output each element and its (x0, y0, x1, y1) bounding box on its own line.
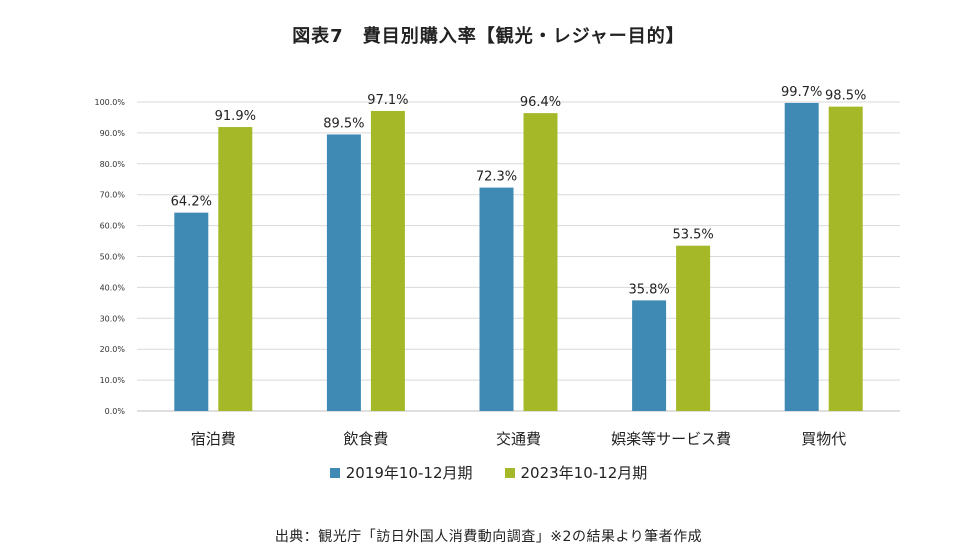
bar (632, 300, 667, 411)
data-label: 53.5% (672, 228, 713, 243)
y-tick-label: 0.0% (105, 407, 126, 416)
data-label: 91.9% (215, 109, 256, 124)
x-axis-categories: 宿泊費 飲食費 交通費 娯楽等サービス費 買物代 (191, 430, 846, 448)
y-tick-label: 60.0% (100, 222, 126, 231)
y-tick-label: 100.0% (94, 98, 125, 107)
data-label: 98.5% (825, 89, 866, 104)
data-label: 35.8% (628, 282, 669, 297)
legend-swatch-2019 (329, 467, 340, 478)
bar (370, 110, 405, 411)
y-tick-label: 30.0% (100, 314, 126, 323)
data-label: 72.3% (476, 170, 517, 185)
source-note: 出典：観光庁「訪日外国人消費動向調査」※2の結果より筆者作成 (274, 529, 703, 545)
data-label: 89.5% (323, 116, 364, 131)
y-tick-label: 20.0% (100, 345, 126, 354)
y-tick-label: 10.0% (100, 376, 126, 385)
y-axis-ticks: 0.0% 10.0% 20.0% 30.0% 40.0% 50.0% 60.0% 70.0% 8… (94, 98, 125, 416)
bar (676, 245, 711, 411)
bar (828, 106, 863, 411)
x-category-label: 交通費 (496, 430, 541, 448)
bar (784, 102, 819, 411)
data-label: 64.2% (171, 195, 212, 210)
legend-label-2019: 2019年10-12月期 (345, 464, 473, 482)
bar (479, 187, 514, 411)
bar (218, 127, 253, 412)
bars (174, 102, 863, 412)
y-tick-label: 70.0% (100, 191, 126, 200)
y-tick-label: 90.0% (100, 129, 126, 138)
x-category-label: 買物代 (801, 430, 846, 448)
y-tick-label: 40.0% (100, 283, 126, 292)
legend-label-2023: 2023年10-12月期 (520, 464, 648, 482)
x-category-label: 娯楽等サービス費 (611, 430, 731, 448)
y-tick-label: 50.0% (100, 253, 126, 262)
legend-item-2023: 2023年10-12月期 (504, 462, 648, 483)
x-category-label: 飲食費 (343, 430, 388, 448)
bar (326, 134, 361, 411)
legend-item-2019: 2019年10-12月期 (329, 462, 473, 483)
gridlines (137, 101, 900, 412)
y-tick-label: 80.0% (100, 160, 126, 169)
bar (174, 212, 209, 411)
legend: 2019年10-12月期 2023年10-12月期 (0, 462, 977, 483)
data-label: 99.7% (781, 85, 822, 100)
data-labels: 64.2% 91.9% 89.5%97.1% 72.3% 96.4% 35.8% 53.5%… (171, 85, 867, 297)
legend-swatch-2023 (504, 467, 515, 478)
bar (523, 113, 558, 412)
chart-title: 図表7 費目別購入率【観光・レジャー目的】 (292, 26, 685, 47)
x-category-label: 宿泊費 (191, 430, 236, 448)
data-label: 97.1% (367, 93, 408, 108)
data-label: 96.4% (520, 95, 561, 110)
